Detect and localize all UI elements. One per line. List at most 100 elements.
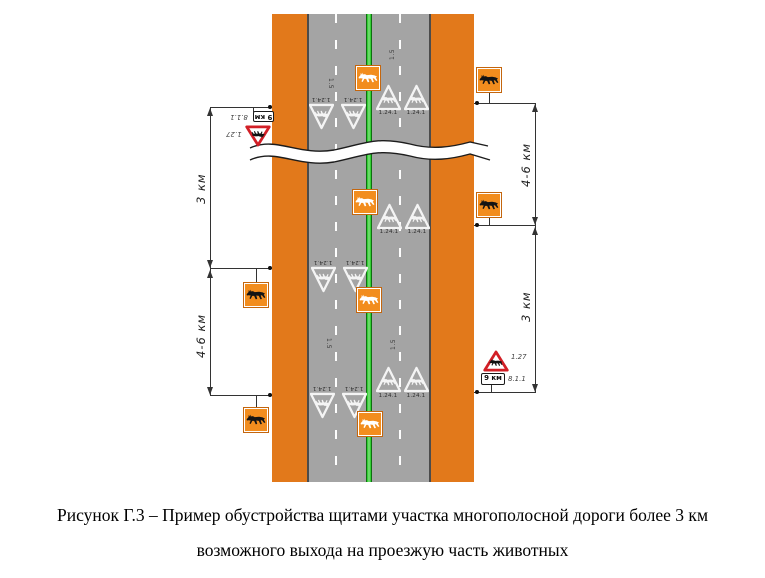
lane-code-label: 1.5 [325,338,332,350]
dimension-arrow [532,217,538,225]
warning-triangle-icon [245,125,271,147]
triangle-marking-icon [342,392,367,419]
moose-icon [359,294,379,307]
median-green-line [365,14,372,482]
wild-animals-pavement-triangle [404,366,429,393]
dimension-dot [475,390,479,394]
wild-animals-pavement-triangle [309,103,334,130]
triangle-marking-icon [377,203,402,230]
wild-animals-warning-sign [245,124,271,147]
distance-plate: 9 км [253,111,274,122]
triangle-marking-icon [376,84,401,111]
dimension-label: 3 км [194,173,208,205]
dimension-tick [474,392,536,393]
dimension-tick [210,268,272,269]
figure-caption-line-2: возможного выхода на проезжую часть живо… [196,540,569,560]
distance-plate: 9 км [481,373,505,385]
triangle-marking-icon [404,366,429,393]
wild-animals-warning-sign [483,350,509,373]
marking-code-label: 1.24.1 [344,385,364,391]
dimension-arrow [207,270,213,278]
dimension-label: 4-6 км [519,142,533,188]
marking-code-label: 1.24.1 [313,259,333,265]
sign-post [256,396,257,409]
animal-billboard-roadside [243,407,269,433]
lane-dash-left [334,14,337,482]
wild-animals-pavement-triangle [376,84,401,111]
wild-animals-pavement-triangle [405,203,430,230]
right-edge-line [429,14,431,482]
sign-post [491,385,492,393]
lane-code-label: 1.5 [390,338,397,350]
animal-billboard-roadside [243,282,269,308]
sign-post [256,269,257,284]
dimension-arrow [207,108,213,116]
dimension-arrow [207,260,213,268]
dimension-dot [268,266,272,270]
lane-code-label: 1.5 [389,48,396,60]
animal-billboard-median [356,287,382,313]
dimension-tick [210,395,272,396]
plate-code-label: 8.1.1 [230,113,248,121]
dimension-dot [475,101,479,105]
moose-icon [358,72,378,85]
warning-triangle-icon [483,350,509,372]
animal-billboard-median [355,65,381,91]
dimension-label: 4-6 км [194,313,208,359]
wild-animals-pavement-triangle [342,392,367,419]
wild-animals-pavement-triangle [376,366,401,393]
dimension-arrow [532,104,538,112]
marking-code-label: 1.24.1 [312,385,332,391]
dimension-arrow [207,387,213,395]
figure-caption-line-1: Рисунок Г.3 – Пример обустройства щитами… [56,505,709,525]
moose-icon [355,196,375,209]
marking-code-label: 1.24.1 [407,229,427,235]
wild-animals-pavement-triangle [343,266,368,293]
moose-icon [479,199,499,212]
dimension-tick [474,225,536,226]
sign-post [253,107,254,112]
dimension-line-right [535,103,536,392]
dimension-tick [474,103,536,104]
marking-code-label: 1.24.1 [406,393,426,399]
triangle-marking-icon [341,103,366,130]
road-break-wavy-line [247,139,491,164]
sign-code-label: 1.27 [226,130,242,138]
wild-animals-pavement-triangle [311,266,336,293]
wild-animals-pavement-triangle [310,392,335,419]
marking-code-label: 1.24.1 [345,259,365,265]
wild-animals-pavement-triangle [404,84,429,111]
animal-billboard-median [357,411,383,437]
triangle-marking-icon [310,392,335,419]
lane-dash-right [398,14,401,482]
marking-code-label: 1.24.1 [311,96,331,102]
animal-billboard-roadside [476,192,502,218]
dimension-tick [210,107,272,108]
dimension-dot [268,105,272,109]
marking-code-label: 1.24.1 [406,110,426,116]
marking-code-label: 1.24.1 [378,393,398,399]
lane-code-label: 1.5 [327,78,334,90]
marking-code-label: 1.24.1 [343,96,363,102]
wild-animals-pavement-triangle [377,203,402,230]
triangle-marking-icon [311,266,336,293]
moose-icon [479,74,499,87]
triangle-marking-icon [376,366,401,393]
triangle-marking-icon [405,203,430,230]
dimension-arrow [532,227,538,235]
sign-post [489,92,490,104]
animal-billboard-median [352,189,378,215]
wild-animals-pavement-triangle [341,103,366,130]
animal-billboard-roadside [476,67,502,93]
moose-icon [360,418,380,431]
sign-post [489,217,490,226]
plate-code-label: 8.1.1 [508,375,526,383]
dimension-arrow [532,384,538,392]
dimension-dot [475,223,479,227]
dimension-label: 3 км [519,291,533,323]
triangle-marking-icon [404,84,429,111]
moose-icon [246,414,266,427]
triangle-marking-icon [343,266,368,293]
right-shoulder [430,14,474,482]
